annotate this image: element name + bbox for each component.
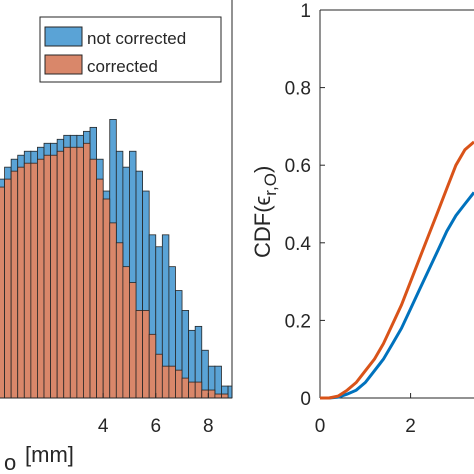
legend-swatch-corrected bbox=[44, 54, 83, 75]
histogram-x-ticks: 4 6 8 bbox=[98, 393, 214, 437]
histogram-bar-corrected bbox=[63, 146, 71, 399]
histogram-bar-corrected bbox=[109, 222, 117, 399]
histogram-bar-corrected bbox=[89, 158, 97, 399]
histogram-bar-corrected bbox=[4, 178, 12, 399]
histogram-bar-corrected bbox=[135, 310, 144, 399]
histogram-x-label-subscript: o bbox=[4, 450, 16, 474]
histogram-bar-corrected bbox=[50, 154, 58, 399]
histogram-panel: 4 6 8 o [mm] not corrected corrected bbox=[0, 0, 233, 474]
histogram-axes bbox=[0, 0, 233, 399]
legend-label-corrected: corrected bbox=[87, 57, 158, 76]
legend-label-not-corrected: not corrected bbox=[87, 29, 186, 48]
histogram-bar-corrected bbox=[142, 310, 150, 399]
histogram-bar-corrected bbox=[102, 198, 111, 399]
histogram-bar-corrected bbox=[23, 162, 32, 399]
histogram-bar-corrected bbox=[129, 282, 137, 399]
histogram-bar-corrected bbox=[155, 353, 163, 399]
histogram-bar-not-corrected bbox=[227, 385, 233, 399]
histogram-bar-corrected bbox=[181, 377, 190, 399]
cdf-x-tick-label: 0 bbox=[315, 416, 326, 437]
cdf-x-tick-label: 2 bbox=[405, 416, 416, 437]
histogram-bar-corrected bbox=[30, 162, 38, 399]
histogram-bar-corrected bbox=[175, 369, 183, 399]
histogram-bar-corrected bbox=[37, 158, 45, 399]
cdf-y-tick-label: 0.6 bbox=[285, 156, 311, 177]
legend-swatch-not-corrected bbox=[44, 26, 83, 47]
histogram-bar-corrected bbox=[194, 381, 203, 399]
cdf-y-tick-label: 0 bbox=[300, 389, 311, 410]
histogram-bar-corrected bbox=[0, 186, 5, 399]
histogram-bar-corrected bbox=[188, 381, 196, 399]
histogram-bar-corrected bbox=[214, 393, 222, 399]
cdf-y-tick-label: 0.4 bbox=[285, 234, 312, 255]
cdf-y-label-epsilon: ϵ bbox=[250, 196, 275, 206]
histogram-bar-corrected bbox=[207, 389, 216, 399]
cdf-y-ticks: 0 0.2 0.4 0.6 0.8 1 bbox=[285, 1, 325, 410]
histogram-bar-corrected bbox=[122, 266, 130, 399]
histogram-bars-corrected bbox=[0, 142, 229, 399]
histogram-bar-corrected bbox=[201, 389, 209, 399]
histogram-bar-corrected bbox=[17, 166, 25, 399]
histogram-bar-corrected bbox=[76, 146, 84, 399]
histogram-bar-corrected bbox=[161, 365, 170, 399]
cdf-line-corrected bbox=[320, 140, 474, 400]
cdf-axes bbox=[319, 9, 474, 399]
cdf-y-label-close: ) bbox=[250, 166, 275, 173]
cdf-y-tick-label: 0.2 bbox=[285, 311, 311, 332]
histogram-bar-corrected bbox=[10, 170, 19, 399]
histogram-bar-corrected bbox=[56, 150, 65, 399]
histogram-bar-corrected bbox=[168, 365, 176, 399]
histogram-x-tick-label: 8 bbox=[203, 416, 214, 437]
histogram-bar-corrected bbox=[221, 393, 229, 399]
cdf-y-label-main: CDF( bbox=[250, 205, 275, 258]
histogram-bar-corrected bbox=[148, 333, 157, 399]
cdf-y-label-sub: r,O bbox=[261, 173, 280, 196]
histogram-x-tick-label: 6 bbox=[150, 416, 161, 437]
legend: not corrected corrected bbox=[39, 16, 222, 83]
histogram-bar-corrected bbox=[69, 146, 78, 399]
histogram-bar-corrected bbox=[83, 142, 91, 399]
histogram-bar-corrected bbox=[43, 154, 51, 399]
cdf-y-tick-label: 1 bbox=[300, 1, 311, 22]
cdf-line-not-corrected bbox=[320, 191, 474, 400]
histogram-x-tick-label: 4 bbox=[98, 416, 109, 437]
cdf-y-tick-label: 0.8 bbox=[285, 79, 311, 100]
histogram-bar-corrected bbox=[96, 178, 104, 399]
histogram-bar-not-corrected bbox=[214, 365, 222, 399]
histogram-bar-corrected bbox=[115, 242, 124, 399]
histogram-x-label: [mm] bbox=[25, 442, 74, 467]
cdf-y-label: CDF(ϵr,O) bbox=[250, 166, 280, 258]
